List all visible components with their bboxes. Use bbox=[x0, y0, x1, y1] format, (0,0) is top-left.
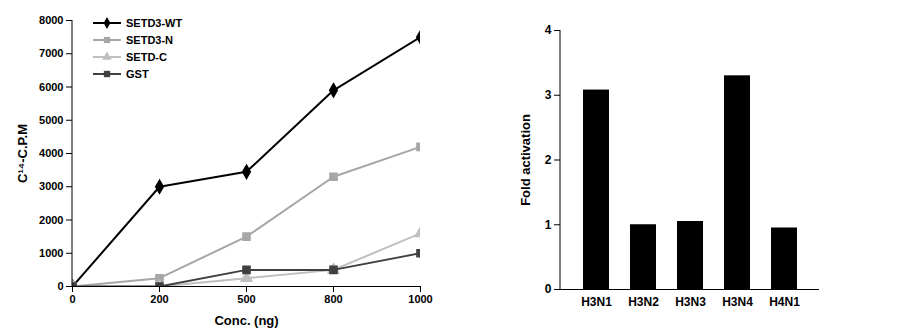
svg-text:800: 800 bbox=[324, 293, 342, 305]
svg-text:H4N1: H4N1 bbox=[769, 295, 800, 309]
svg-text:C¹⁴-C.P.M: C¹⁴-C.P.M bbox=[15, 124, 30, 183]
svg-text:3: 3 bbox=[545, 88, 552, 102]
html-text:SETD3-WT: SETD3-WT bbox=[126, 16, 183, 29]
svg-text:0: 0 bbox=[69, 293, 75, 305]
svg-text:H3N3: H3N3 bbox=[675, 295, 706, 309]
svg-text:0: 0 bbox=[57, 280, 63, 292]
html-text:SETD-C: SETD-C bbox=[126, 50, 167, 63]
svg-text:8000: 8000 bbox=[39, 14, 63, 26]
svg-text:1: 1 bbox=[545, 218, 552, 232]
svg-text:H3N1: H3N1 bbox=[581, 295, 612, 309]
svg-text:H3N2: H3N2 bbox=[628, 295, 659, 309]
html-text:SETD3-N: SETD3-N bbox=[126, 33, 174, 46]
svg-text:2: 2 bbox=[545, 153, 552, 167]
svg-text:Conc. (ng): Conc. (ng) bbox=[214, 313, 278, 328]
svg-text:1000: 1000 bbox=[408, 293, 432, 305]
svg-text:4000: 4000 bbox=[39, 147, 63, 159]
svg-text:500: 500 bbox=[237, 293, 255, 305]
svg-text:0: 0 bbox=[545, 282, 552, 296]
svg-text:200: 200 bbox=[150, 293, 168, 305]
svg-text:2000: 2000 bbox=[39, 214, 63, 226]
svg-text:3000: 3000 bbox=[39, 180, 63, 192]
svg-text:1000: 1000 bbox=[39, 247, 63, 259]
html-text:GST: GST bbox=[126, 67, 149, 80]
svg-text:H3N4: H3N4 bbox=[722, 295, 753, 309]
svg-text:7000: 7000 bbox=[39, 47, 63, 59]
svg-text:6000: 6000 bbox=[39, 81, 63, 93]
svg-text:5000: 5000 bbox=[39, 114, 63, 126]
svg-text:4: 4 bbox=[545, 23, 552, 37]
svg-text:Fold activation: Fold activation bbox=[518, 114, 533, 206]
